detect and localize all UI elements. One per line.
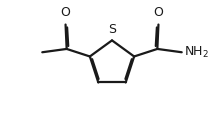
Text: NH$_2$: NH$_2$ <box>184 45 209 60</box>
Text: S: S <box>108 22 116 36</box>
Text: O: O <box>61 6 71 19</box>
Text: O: O <box>153 6 163 19</box>
